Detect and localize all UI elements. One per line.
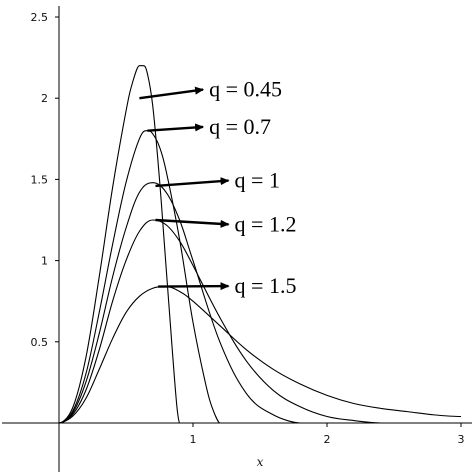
curve-q-1-5 <box>58 286 462 424</box>
curve-q-0-45 <box>58 65 181 424</box>
curve-label: q = 1.2 <box>235 211 297 236</box>
annotation-arrow <box>139 86 205 100</box>
annotation-arrow <box>155 177 230 188</box>
x-tick-label: 3 <box>458 433 465 446</box>
curve-q-1-2 <box>58 219 381 424</box>
annotation-arrow <box>158 282 230 291</box>
annotations-layer: q = 0.45 q = 0.7 q = 1 q = 1.2 q = 1.5 <box>139 77 297 298</box>
y-tick-label: 1 <box>41 255 48 268</box>
ticks-layer: 1 2 3 0.5 1 1.5 2 2.5 <box>31 11 465 446</box>
y-tick-label: 2 <box>41 92 48 105</box>
y-tick-label: 2.5 <box>31 11 49 24</box>
curve-label: q = 0.45 <box>209 77 282 102</box>
curve-q-0-7 <box>58 130 221 424</box>
curve-label: q = 1.5 <box>235 273 297 298</box>
x-tick-label: 1 <box>190 433 197 446</box>
y-tick-label: 0.5 <box>31 336 49 349</box>
x-axis-label: x <box>257 455 264 469</box>
axes-layer <box>2 6 472 472</box>
curve-q-1 <box>58 182 301 424</box>
x-tick-label: 2 <box>324 433 331 446</box>
curve-label: q = 1 <box>235 168 280 193</box>
annotation-arrow <box>147 123 205 132</box>
annotation-arrow <box>155 218 230 228</box>
curves-layer <box>58 65 462 424</box>
curve-label: q = 0.7 <box>209 114 271 139</box>
y-tick-label: 1.5 <box>31 173 49 186</box>
